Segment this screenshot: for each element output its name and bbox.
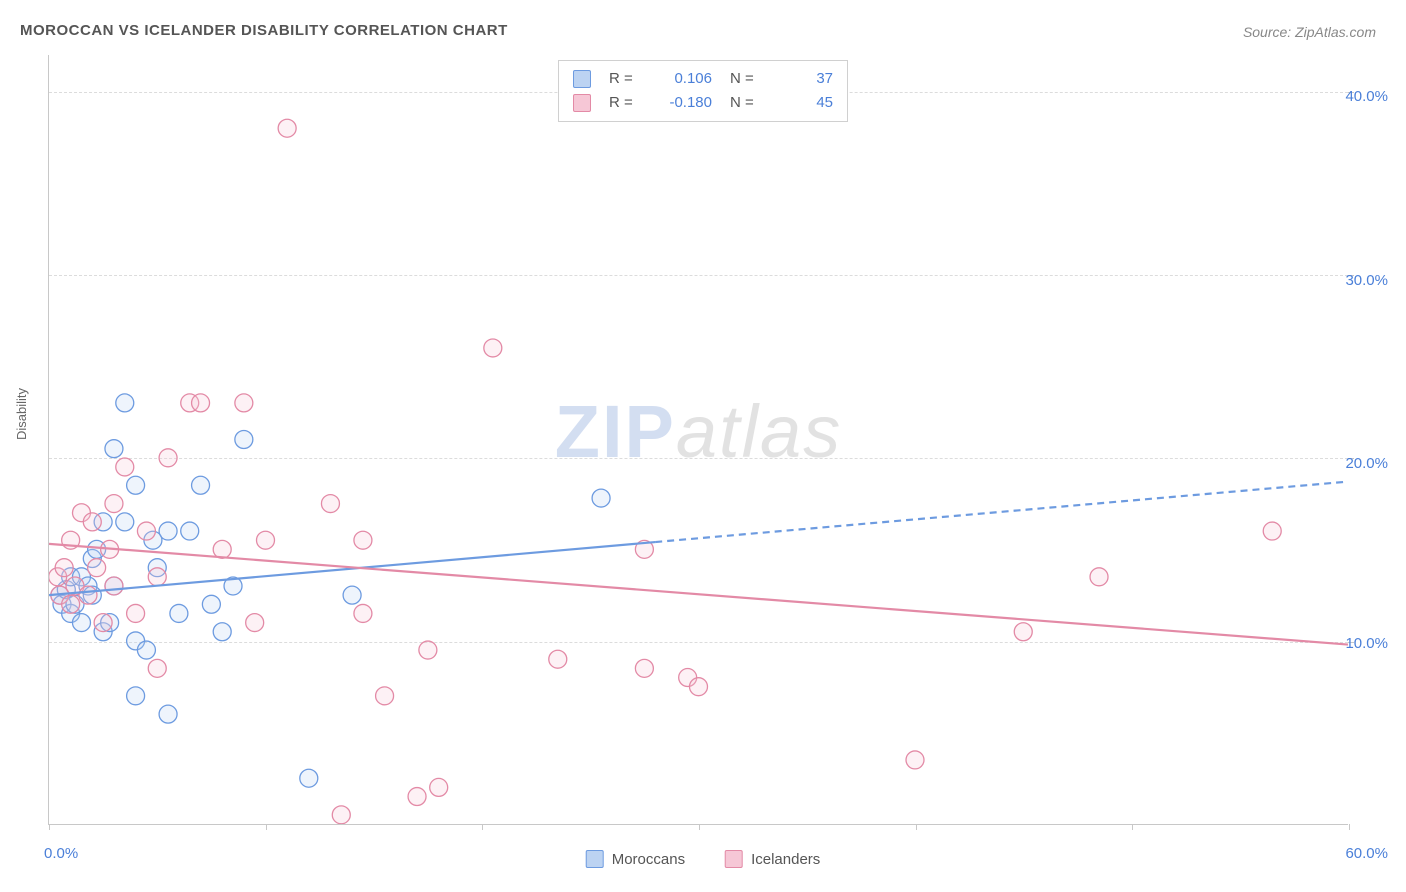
- data-point: [105, 495, 123, 513]
- data-point: [192, 394, 210, 412]
- data-point: [170, 604, 188, 622]
- x-tick-0: 0.0%: [44, 845, 78, 862]
- r-value-moroccans: 0.106: [657, 67, 712, 91]
- legend-item-moroccans: Moroccans: [586, 850, 685, 868]
- data-point: [419, 641, 437, 659]
- data-point: [105, 577, 123, 595]
- data-point: [192, 476, 210, 494]
- y-tick-40: 40.0%: [1345, 88, 1388, 105]
- legend-correlation: R = 0.106 N = 37 R = -0.180 N = 45: [558, 60, 848, 122]
- data-point: [332, 806, 350, 824]
- y-tick-30: 30.0%: [1345, 272, 1388, 289]
- swatch-icelanders: [573, 94, 591, 112]
- data-point: [1090, 568, 1108, 586]
- data-point: [148, 568, 166, 586]
- data-point: [430, 778, 448, 796]
- data-point: [376, 687, 394, 705]
- data-point: [137, 522, 155, 540]
- data-point: [159, 705, 177, 723]
- data-point: [116, 458, 134, 476]
- swatch-moroccans-bottom: [586, 850, 604, 868]
- data-point: [116, 394, 134, 412]
- data-point: [408, 788, 426, 806]
- data-point: [55, 559, 73, 577]
- r-value-icelanders: -0.180: [657, 91, 712, 115]
- data-point: [549, 650, 567, 668]
- r-label: R =: [609, 91, 639, 115]
- data-point: [62, 595, 80, 613]
- data-point: [127, 476, 145, 494]
- x-tick: [699, 824, 700, 830]
- data-point: [88, 559, 106, 577]
- data-point: [300, 769, 318, 787]
- x-tick: [482, 824, 483, 830]
- x-tick: [266, 824, 267, 830]
- data-point: [321, 495, 339, 513]
- data-point: [159, 449, 177, 467]
- data-point: [484, 339, 502, 357]
- data-point: [105, 440, 123, 458]
- legend-label-moroccans: Moroccans: [612, 851, 685, 868]
- source-label: Source: ZipAtlas.com: [1243, 24, 1376, 40]
- trend-line: [49, 544, 1348, 645]
- data-point: [116, 513, 134, 531]
- n-label: N =: [730, 67, 760, 91]
- data-point: [906, 751, 924, 769]
- y-tick-20: 20.0%: [1345, 455, 1388, 472]
- plot-svg: [49, 55, 1348, 824]
- data-point: [72, 614, 90, 632]
- data-point: [213, 540, 231, 558]
- x-tick: [1349, 824, 1350, 830]
- data-point: [343, 586, 361, 604]
- legend-item-icelanders: Icelanders: [725, 850, 820, 868]
- legend-row-icelanders: R = -0.180 N = 45: [573, 91, 833, 115]
- data-point: [83, 513, 101, 531]
- legend-row-moroccans: R = 0.106 N = 37: [573, 67, 833, 91]
- data-point: [1014, 623, 1032, 641]
- plot-area: ZIPatlas: [48, 55, 1348, 825]
- data-point: [235, 431, 253, 449]
- y-axis-title: Disability: [14, 388, 29, 440]
- x-tick: [49, 824, 50, 830]
- data-point: [94, 614, 112, 632]
- data-point: [246, 614, 264, 632]
- n-value-moroccans: 37: [778, 67, 833, 91]
- data-point: [1263, 522, 1281, 540]
- swatch-icelanders-bottom: [725, 850, 743, 868]
- n-label: N =: [730, 91, 760, 115]
- data-point: [202, 595, 220, 613]
- x-tick: [1132, 824, 1133, 830]
- data-point: [690, 678, 708, 696]
- x-tick: [916, 824, 917, 830]
- data-point: [181, 522, 199, 540]
- data-point: [148, 659, 166, 677]
- r-label: R =: [609, 67, 639, 91]
- n-value-icelanders: 45: [778, 91, 833, 115]
- data-point: [127, 604, 145, 622]
- data-point: [278, 119, 296, 137]
- trend-line-dashed: [655, 482, 1348, 542]
- x-tick-60: 60.0%: [1345, 845, 1388, 862]
- data-point: [79, 586, 97, 604]
- legend-label-icelanders: Icelanders: [751, 851, 820, 868]
- data-point: [235, 394, 253, 412]
- data-point: [354, 531, 372, 549]
- data-point: [213, 623, 231, 641]
- data-point: [635, 659, 653, 677]
- data-point: [592, 489, 610, 507]
- data-point: [137, 641, 155, 659]
- data-point: [257, 531, 275, 549]
- y-tick-10: 10.0%: [1345, 635, 1388, 652]
- legend-series: Moroccans Icelanders: [586, 850, 821, 868]
- data-point: [354, 604, 372, 622]
- chart-container: MOROCCAN VS ICELANDER DISABILITY CORRELA…: [0, 0, 1406, 892]
- swatch-moroccans: [573, 70, 591, 88]
- chart-title: MOROCCAN VS ICELANDER DISABILITY CORRELA…: [20, 22, 508, 39]
- data-point: [127, 687, 145, 705]
